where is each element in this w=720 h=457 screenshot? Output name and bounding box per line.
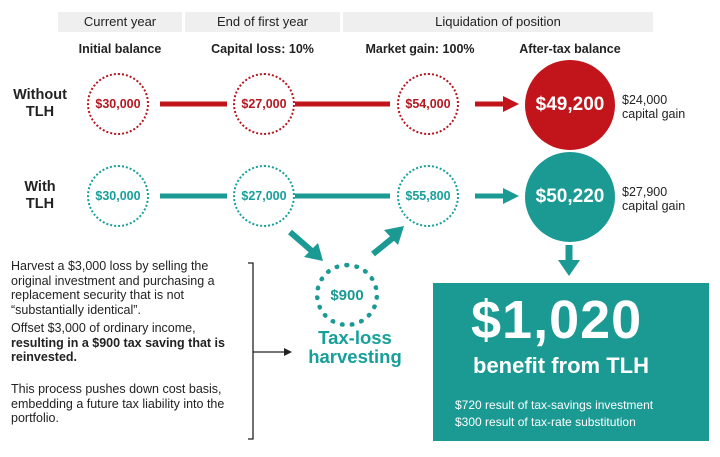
without-side-label: capital gain xyxy=(622,107,686,121)
subheader-initial-balance: Initial balance xyxy=(78,42,162,56)
without-gain-circle: $54,000 xyxy=(397,73,459,135)
harvest-label-line2: harvesting xyxy=(308,346,402,367)
with-initial-circle: $30,000 xyxy=(87,165,149,227)
harvest-label-line1: Tax-loss xyxy=(318,327,392,348)
row-label-without-tlh: Without TLH xyxy=(6,87,74,121)
row-label-with-tlh: With TLH xyxy=(6,179,74,213)
note-offset-income: Offset $3,000 of ordinary income, result… xyxy=(11,321,251,365)
benefit-amount: $1,020 xyxy=(471,290,643,350)
subheader-capital-loss: Capital loss: 10% xyxy=(211,42,314,56)
harvest-circle: $900 xyxy=(315,263,379,327)
harvest-label: Tax-loss harvesting xyxy=(300,328,410,366)
with-side-label: capital gain xyxy=(622,199,686,213)
row-label-without-line1: Without xyxy=(13,87,67,103)
note-offset-bold: resulting in a $900 tax saving that is r… xyxy=(11,335,225,365)
without-final-circle: $49,200 xyxy=(525,60,615,150)
with-side-amount: $27,900 xyxy=(622,185,668,199)
benefit-label: benefit from TLH xyxy=(473,353,649,378)
with-final-circle: $50,220 xyxy=(525,152,615,242)
row-label-with-line2: TLH xyxy=(25,196,55,212)
note-harvest-loss: Harvest a $3,000 loss by selling the ori… xyxy=(11,259,215,317)
benefit-line-tax-rate: $300 result of tax-rate substitution xyxy=(455,415,636,429)
note-cost-basis: This process pushes down cost basis, emb… xyxy=(11,382,225,425)
row-label-with-line1: With xyxy=(24,179,56,195)
note-offset-plain: Offset $3,000 of ordinary income, xyxy=(11,321,196,335)
header-end-first-year: End of first year xyxy=(185,12,340,32)
header-current-year: Current year xyxy=(58,12,182,32)
with-side-note: $27,900 capital gain xyxy=(622,185,685,213)
without-loss-circle: $27,000 xyxy=(233,73,295,135)
header-liquidation: Liquidation of position xyxy=(343,12,653,32)
without-initial-circle: $30,000 xyxy=(87,73,149,135)
row-label-without-line2: TLH xyxy=(25,104,55,120)
subheader-market-gain: Market gain: 100% xyxy=(365,42,475,56)
with-loss-circle: $27,000 xyxy=(233,165,295,227)
benefit-line-tax-savings: $720 result of tax-savings investment xyxy=(455,398,654,412)
without-side-amount: $24,000 xyxy=(622,93,668,107)
without-side-note: $24,000 capital gain xyxy=(622,93,685,121)
subheader-after-tax: After-tax balance xyxy=(519,42,621,56)
with-gain-circle: $55,800 xyxy=(397,165,459,227)
benefit-box: $1,020 benefit from TLH $720 result of t… xyxy=(433,283,709,441)
